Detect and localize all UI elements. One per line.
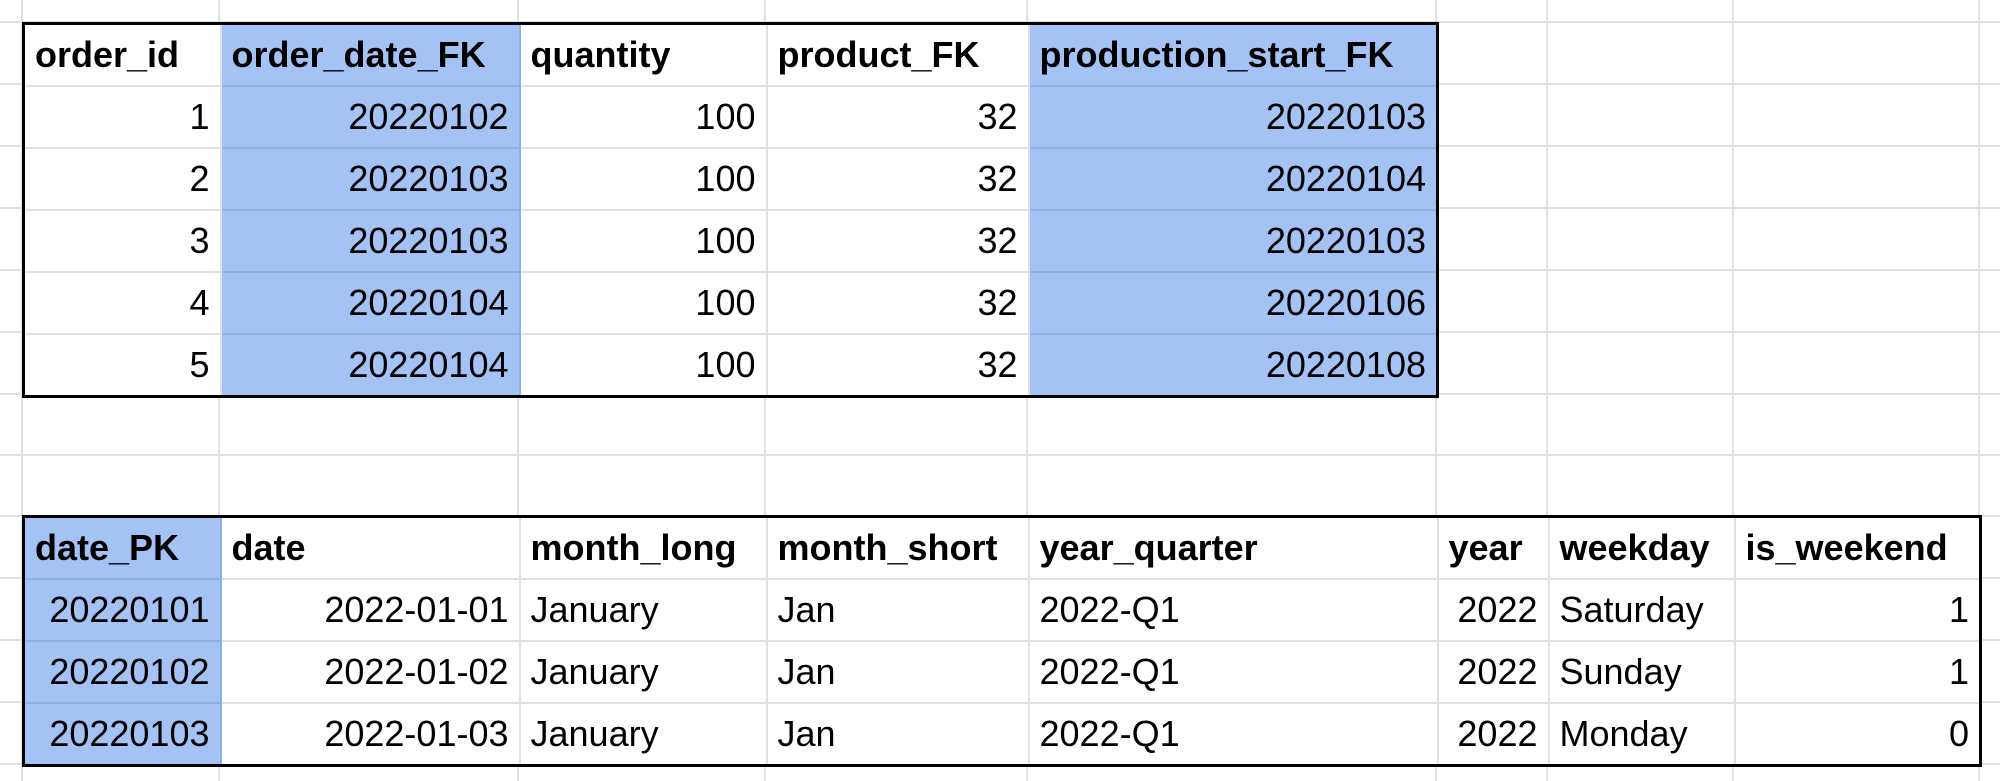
table-header-row: date_PK date month_long month_short year… <box>22 515 1982 580</box>
table-header-row: order_id order_date_FK quantity product_… <box>22 22 1439 87</box>
cell[interactable]: 100 <box>518 271 768 335</box>
cell[interactable]: 20220103 <box>219 147 521 211</box>
cell[interactable]: 20220102 <box>219 85 521 149</box>
cell[interactable]: Jan <box>765 640 1030 704</box>
cell[interactable]: 20220103 <box>1027 209 1439 273</box>
cell[interactable]: 100 <box>518 209 768 273</box>
cell[interactable]: 20220104 <box>1027 147 1439 211</box>
cell[interactable]: 20220101 <box>22 578 222 642</box>
cell[interactable]: 20220103 <box>219 209 521 273</box>
header-cell-quantity[interactable]: quantity <box>518 22 768 87</box>
header-cell-month-short[interactable]: month_short <box>765 515 1030 580</box>
cell[interactable]: Monday <box>1547 702 1736 767</box>
header-cell-year-quarter[interactable]: year_quarter <box>1027 515 1439 580</box>
header-cell-production-start-fk[interactable]: production_start_FK <box>1027 22 1439 87</box>
column-gridline <box>1732 0 1734 781</box>
table-row: 20220102 2022-01-02 January Jan 2022-Q1 … <box>22 640 1982 704</box>
cell[interactable]: 2022-Q1 <box>1027 578 1439 642</box>
table-row: 20220103 2022-01-03 January Jan 2022-Q1 … <box>22 702 1982 767</box>
cell[interactable]: Sunday <box>1547 640 1736 704</box>
cell[interactable]: 32 <box>765 85 1030 149</box>
cell[interactable]: 100 <box>518 333 768 398</box>
header-cell-weekday[interactable]: weekday <box>1547 515 1736 580</box>
cell[interactable]: 2022-01-01 <box>219 578 521 642</box>
cell[interactable]: 2022 <box>1436 578 1550 642</box>
cell[interactable]: 32 <box>765 271 1030 335</box>
cell[interactable]: 100 <box>518 147 768 211</box>
cell[interactable]: 100 <box>518 85 768 149</box>
cell[interactable]: 2022 <box>1436 640 1550 704</box>
cell[interactable]: 20220108 <box>1027 333 1439 398</box>
header-cell-product-fk[interactable]: product_FK <box>765 22 1030 87</box>
cell[interactable]: 4 <box>22 271 222 335</box>
table-row: 1 20220102 100 32 20220103 <box>22 85 1439 149</box>
table-row: 2 20220103 100 32 20220104 <box>22 147 1439 211</box>
cell[interactable]: 2022-Q1 <box>1027 640 1439 704</box>
cell[interactable]: Jan <box>765 702 1030 767</box>
table-row: 4 20220104 100 32 20220106 <box>22 271 1439 335</box>
header-cell-is-weekend[interactable]: is_weekend <box>1733 515 1982 580</box>
cell[interactable]: 20220106 <box>1027 271 1439 335</box>
orders-table: order_id order_date_FK quantity product_… <box>22 22 1439 398</box>
cell[interactable]: 5 <box>22 333 222 398</box>
cell[interactable]: 20220102 <box>22 640 222 704</box>
column-gridline <box>1546 0 1548 781</box>
cell[interactable]: January <box>518 640 768 704</box>
header-cell-order-id[interactable]: order_id <box>22 22 222 87</box>
cell[interactable]: 20220104 <box>219 271 521 335</box>
cell[interactable]: 2022 <box>1436 702 1550 767</box>
cell[interactable]: 20220103 <box>1027 85 1439 149</box>
header-cell-date-pk[interactable]: date_PK <box>22 515 222 580</box>
cell[interactable]: January <box>518 578 768 642</box>
table-row: 5 20220104 100 32 20220108 <box>22 333 1439 398</box>
cell[interactable]: 20220103 <box>22 702 222 767</box>
dates-table: date_PK date month_long month_short year… <box>22 515 1982 767</box>
cell[interactable]: 2022-01-03 <box>219 702 521 767</box>
header-cell-order-date-fk[interactable]: order_date_FK <box>219 22 521 87</box>
header-cell-year[interactable]: year <box>1436 515 1550 580</box>
cell[interactable]: January <box>518 702 768 767</box>
cell[interactable]: 32 <box>765 209 1030 273</box>
table-row: 3 20220103 100 32 20220103 <box>22 209 1439 273</box>
cell[interactable]: 32 <box>765 333 1030 398</box>
cell[interactable]: 1 <box>22 85 222 149</box>
column-gridline <box>1978 0 1980 781</box>
header-cell-date[interactable]: date <box>219 515 521 580</box>
cell[interactable]: 2022-01-02 <box>219 640 521 704</box>
row-gridline <box>0 454 2000 456</box>
cell[interactable]: 0 <box>1733 702 1982 767</box>
cell[interactable]: 1 <box>1733 640 1982 704</box>
cell[interactable]: 2022-Q1 <box>1027 702 1439 767</box>
cell[interactable]: 1 <box>1733 578 1982 642</box>
table-row: 20220101 2022-01-01 January Jan 2022-Q1 … <box>22 578 1982 642</box>
cell[interactable]: 32 <box>765 147 1030 211</box>
cell[interactable]: 2 <box>22 147 222 211</box>
cell[interactable]: 20220104 <box>219 333 521 398</box>
header-cell-month-long[interactable]: month_long <box>518 515 768 580</box>
cell[interactable]: 3 <box>22 209 222 273</box>
cell[interactable]: Saturday <box>1547 578 1736 642</box>
cell[interactable]: Jan <box>765 578 1030 642</box>
